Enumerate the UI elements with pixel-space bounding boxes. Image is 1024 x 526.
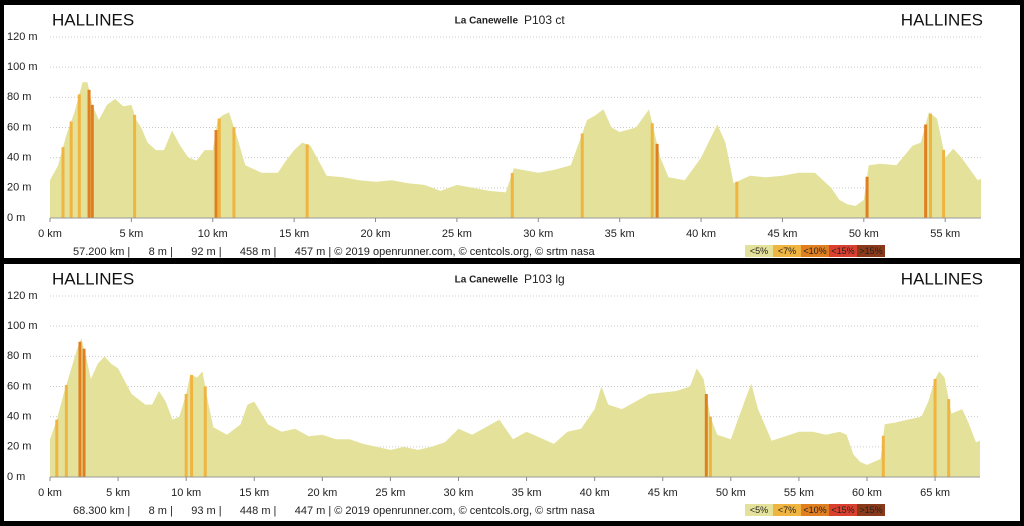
legend-swatch bbox=[745, 245, 773, 257]
legend-swatch bbox=[857, 504, 885, 516]
legend-label: <10% bbox=[803, 505, 826, 515]
elevation-area bbox=[50, 338, 980, 477]
legend-label: <5% bbox=[750, 246, 768, 256]
x-tick-label: 5 km bbox=[119, 228, 143, 240]
x-tick-label: 0 km bbox=[38, 228, 62, 240]
x-tick-label: 5 km bbox=[106, 487, 130, 499]
legend-swatch bbox=[829, 245, 857, 257]
x-tick-label: 50 km bbox=[849, 228, 879, 240]
x-tick-label: 25 km bbox=[375, 487, 405, 499]
y-tick-label: 40 m bbox=[7, 411, 31, 423]
legend-label: >15% bbox=[859, 505, 882, 515]
x-tick-label: 10 km bbox=[171, 487, 201, 499]
y-tick-label: 80 m bbox=[7, 91, 31, 103]
legend-swatch bbox=[773, 245, 801, 257]
x-tick-label: 65 km bbox=[920, 487, 950, 499]
legend-swatch bbox=[829, 504, 857, 516]
x-tick-label: 15 km bbox=[239, 487, 269, 499]
x-tick-label: 55 km bbox=[784, 487, 814, 499]
legend-swatch bbox=[745, 504, 773, 516]
x-tick-label: 50 km bbox=[716, 487, 746, 499]
chart-subtitle: P103 ct bbox=[524, 13, 565, 27]
x-tick-label: 25 km bbox=[442, 228, 472, 240]
end-label: HALLINES bbox=[901, 269, 983, 288]
y-tick-label: 20 m bbox=[7, 182, 31, 194]
panel bbox=[4, 5, 1020, 258]
y-tick-label: 20 m bbox=[7, 441, 31, 453]
x-tick-label: 45 km bbox=[767, 228, 797, 240]
footer: 57.200 km | 8 m | 92 m | 458 m | 457 m |… bbox=[73, 246, 595, 258]
legend-label: <7% bbox=[778, 246, 796, 256]
x-tick-label: 30 km bbox=[444, 487, 474, 499]
x-tick-label: 35 km bbox=[605, 228, 635, 240]
chart-title: La Canewelle bbox=[455, 16, 519, 27]
legend-label: <15% bbox=[831, 505, 854, 515]
y-tick-label: 60 m bbox=[7, 121, 31, 133]
y-tick-label: 120 m bbox=[7, 290, 38, 302]
start-label: HALLINES bbox=[52, 269, 134, 288]
panel bbox=[4, 264, 1020, 521]
y-tick-label: 60 m bbox=[7, 380, 31, 392]
elevation-area bbox=[50, 82, 981, 218]
end-label: HALLINES bbox=[901, 10, 983, 29]
x-tick-label: 20 km bbox=[361, 228, 391, 240]
x-tick-label: 0 km bbox=[38, 487, 62, 499]
x-tick-label: 55 km bbox=[930, 228, 960, 240]
x-tick-label: 35 km bbox=[512, 487, 542, 499]
legend-label: <5% bbox=[750, 505, 768, 515]
x-tick-label: 30 km bbox=[523, 228, 553, 240]
x-tick-label: 45 km bbox=[648, 487, 678, 499]
legend-label: <7% bbox=[778, 505, 796, 515]
y-tick-label: 100 m bbox=[7, 61, 38, 73]
chart-title: La Canewelle bbox=[455, 275, 519, 286]
profile: HALLINES HALLINES La Canewelle P103 lg 0 m 20… bbox=[4, 264, 1020, 521]
legend-swatch bbox=[801, 245, 829, 257]
profile: HALLINES HALLINES La Canewelle P103 ct 0 m 20… bbox=[4, 5, 1020, 258]
y-tick-label: 0 m bbox=[7, 212, 25, 224]
x-tick-label: 15 km bbox=[279, 228, 309, 240]
footer: 68.300 km | 8 m | 93 m | 448 m | 447 m |… bbox=[73, 505, 595, 517]
legend-swatch bbox=[773, 504, 801, 516]
legend-label: <15% bbox=[831, 246, 854, 256]
y-tick-label: 0 m bbox=[7, 471, 25, 483]
x-tick-label: 40 km bbox=[686, 228, 716, 240]
x-tick-label: 60 km bbox=[852, 487, 882, 499]
legend-swatch bbox=[801, 504, 829, 516]
y-tick-label: 80 m bbox=[7, 350, 31, 362]
x-tick-label: 20 km bbox=[307, 487, 337, 499]
x-tick-label: 10 km bbox=[198, 228, 228, 240]
y-tick-label: 120 m bbox=[7, 31, 38, 43]
y-tick-label: 100 m bbox=[7, 320, 38, 332]
legend-label: >15% bbox=[859, 246, 882, 256]
start-label: HALLINES bbox=[52, 10, 134, 29]
legend-swatch bbox=[857, 245, 885, 257]
x-tick-label: 40 km bbox=[580, 487, 610, 499]
y-tick-label: 40 m bbox=[7, 152, 31, 164]
legend-label: <10% bbox=[803, 246, 826, 256]
chart-subtitle: P103 lg bbox=[524, 272, 565, 286]
